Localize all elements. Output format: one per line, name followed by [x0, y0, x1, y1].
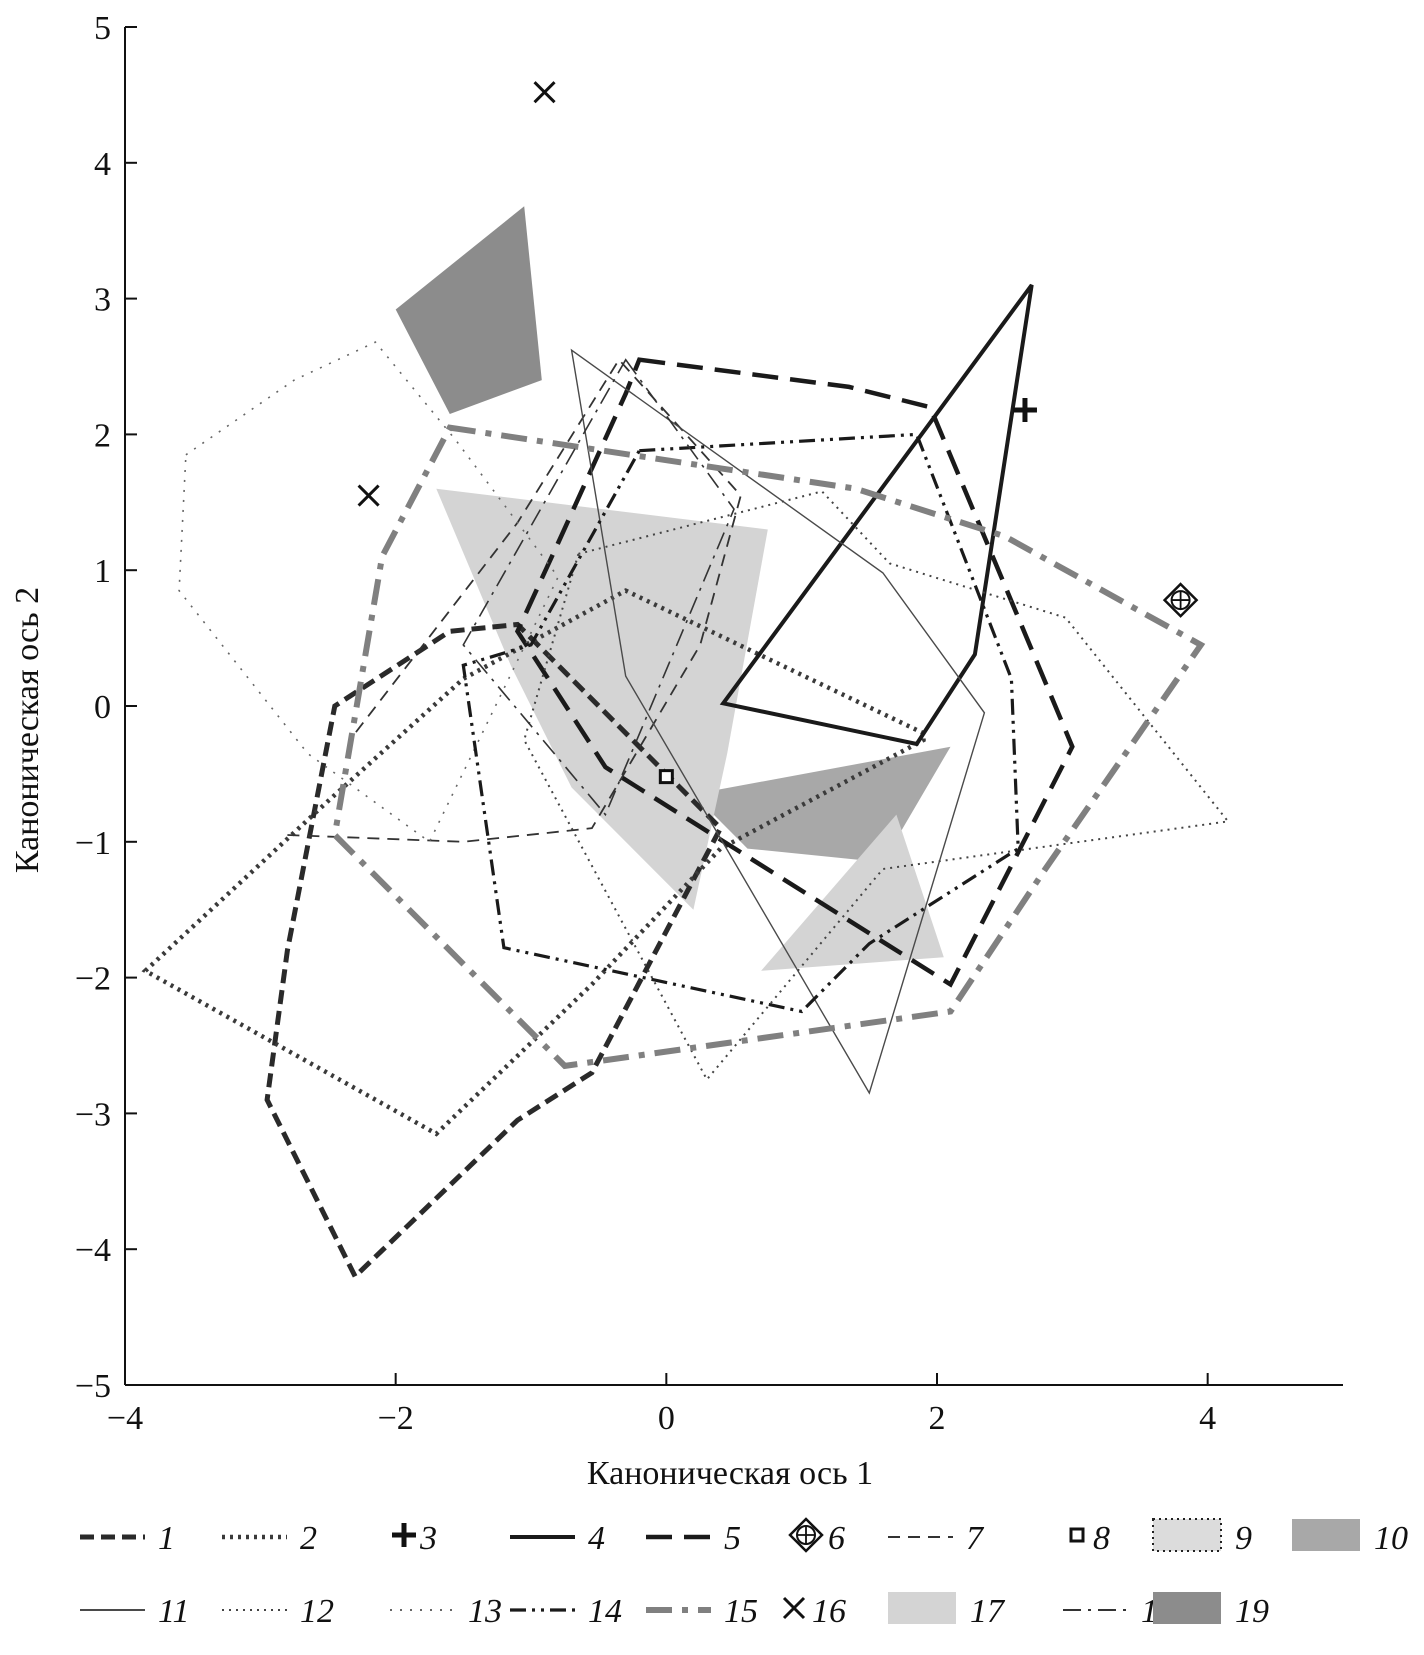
legend-swatch — [1152, 1518, 1222, 1552]
legend-item-14: 14 — [510, 1593, 622, 1630]
x-tick-label: 2 — [929, 1400, 946, 1437]
legend-item-12: 12 — [222, 1593, 334, 1630]
legend-label: 19 — [1235, 1593, 1269, 1630]
legend-item-5: 5 — [646, 1520, 741, 1557]
legend-item-1: 1 — [80, 1520, 175, 1557]
y-tick-label: −5 — [75, 1368, 111, 1405]
legend-item-16: 16 — [782, 1593, 846, 1630]
marker-8-2 — [658, 769, 674, 785]
marker-6-1 — [1162, 582, 1199, 618]
y-tick-label: 4 — [94, 146, 111, 183]
legend-item-3: 3 — [392, 1520, 437, 1557]
legend-item-7: 7 — [888, 1520, 985, 1557]
legend-item-19: 19 — [1153, 1592, 1269, 1630]
marker-16-4 — [357, 484, 380, 507]
x-axis-title: Каноническая ось 1 — [587, 1455, 873, 1492]
marker-16-3 — [533, 81, 556, 104]
y-tick-label: 5 — [94, 10, 111, 47]
legend-label: 8 — [1093, 1520, 1110, 1557]
legend-label: 11 — [158, 1593, 189, 1630]
legend-label: 13 — [468, 1593, 502, 1630]
y-tick-label: 0 — [94, 689, 111, 726]
legend-swatch — [782, 1596, 806, 1620]
legend-label: 6 — [828, 1520, 845, 1557]
legend-item-10: 10 — [1292, 1519, 1408, 1557]
y-tick-label: 3 — [94, 282, 111, 319]
legend-item-9: 9 — [1152, 1518, 1252, 1557]
legend-item-8: 8 — [1069, 1520, 1110, 1557]
legend-swatch — [392, 1523, 416, 1547]
y-axis-title: Каноническая ось 2 — [9, 587, 46, 873]
x-tick-label: −4 — [107, 1400, 143, 1437]
legend-swatch — [888, 1592, 956, 1624]
legend-swatch — [1292, 1519, 1360, 1551]
legend-item-4: 4 — [510, 1520, 605, 1557]
legend-label: 14 — [588, 1593, 622, 1630]
legend-swatch — [788, 1517, 824, 1553]
legend-item-13: 13 — [390, 1593, 502, 1630]
series-12 — [523, 490, 1230, 1082]
legend-swatch — [1153, 1592, 1221, 1624]
legend-item-17: 17 — [888, 1592, 1006, 1630]
legend-label: 4 — [588, 1520, 605, 1557]
y-tick-label: 1 — [94, 553, 111, 590]
legend-label: 12 — [300, 1593, 334, 1630]
series-4 — [719, 283, 1034, 747]
legend-label: 10 — [1374, 1520, 1408, 1557]
legend-item-2: 2 — [222, 1520, 317, 1557]
filled-region-17 — [761, 814, 944, 971]
x-tick-label: 0 — [658, 1400, 675, 1437]
legend-label: 9 — [1235, 1520, 1252, 1557]
y-tick-label: 2 — [94, 417, 111, 454]
y-tick-label: −4 — [75, 1232, 111, 1269]
legend-item-11: 11 — [80, 1593, 189, 1630]
filled-region-17 — [436, 488, 768, 910]
legend: 12345678910111213141516171819 — [80, 1517, 1408, 1630]
plot-area — [141, 81, 1230, 1281]
series-14 — [461, 432, 1020, 1014]
legend-item-15: 15 — [646, 1593, 758, 1630]
series-18 — [462, 358, 735, 817]
legend-item-6: 6 — [788, 1517, 845, 1557]
legend-label: 7 — [966, 1520, 985, 1557]
series-11 — [570, 348, 986, 1095]
series-13 — [178, 341, 560, 844]
y-tick-label: −2 — [75, 961, 111, 998]
y-tick-label: −1 — [75, 825, 111, 862]
x-tick-label: 4 — [1199, 1400, 1216, 1437]
series-15 — [331, 424, 1206, 1070]
legend-label: 3 — [419, 1520, 437, 1557]
legend-label: 17 — [970, 1593, 1006, 1630]
series-1 — [264, 621, 724, 1281]
legend-label: 15 — [724, 1593, 758, 1630]
filled-region-19 — [395, 206, 542, 414]
marker-3-0 — [1012, 397, 1037, 422]
y-tick-label: −3 — [75, 1096, 111, 1133]
legend-label: 5 — [724, 1520, 741, 1557]
legend-label: 16 — [812, 1593, 846, 1630]
legend-label: 1 — [158, 1520, 175, 1557]
x-tick-label: −2 — [378, 1400, 414, 1437]
legend-label: 2 — [300, 1520, 317, 1557]
legend-swatch — [1069, 1527, 1085, 1543]
